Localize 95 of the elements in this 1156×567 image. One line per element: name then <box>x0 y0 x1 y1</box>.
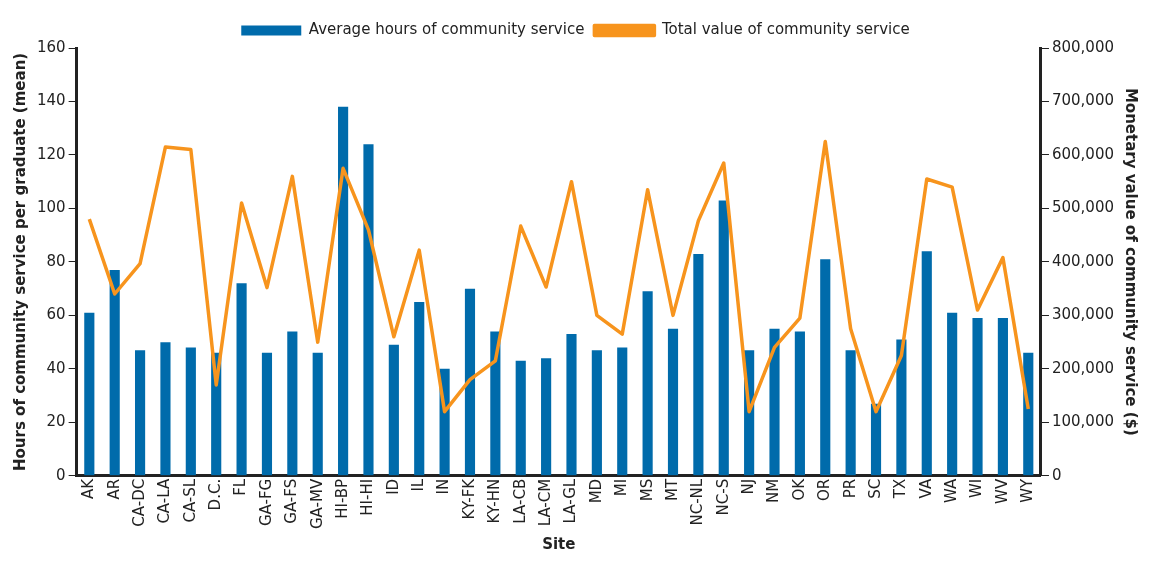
x-tick-label: AK <box>79 477 98 499</box>
legend-label: Total value of community service <box>660 20 910 39</box>
bar <box>896 339 907 476</box>
x-tick-label: PR <box>840 478 859 499</box>
bar <box>236 283 247 476</box>
x-tick-label: VA <box>916 478 935 499</box>
bar <box>845 350 856 476</box>
bar <box>312 352 323 476</box>
bar <box>160 342 171 476</box>
x-tick-label: CA-DC <box>129 478 148 527</box>
bar <box>718 200 729 476</box>
legend-label: Average hours of community service <box>308 20 585 39</box>
x-tick-label: LA-CB <box>510 478 529 524</box>
y2-tick-label: 700,000 <box>1051 91 1114 110</box>
x-tick-label: KY-HN <box>485 478 504 524</box>
bar <box>84 312 95 476</box>
y-tick-label: 80 <box>46 251 66 270</box>
y-tick-label: 0 <box>56 465 66 484</box>
x-tick-label: CA-LA <box>155 478 174 524</box>
x-tick-label: NM <box>764 478 783 503</box>
bar <box>820 259 831 476</box>
x-tick-label: WV <box>992 478 1011 504</box>
x-tick-label: GA-MV <box>307 478 326 529</box>
x-tick-label: IL <box>409 478 428 492</box>
x-tick-label: MS <box>637 478 656 502</box>
x-tick-label: GA-FS <box>282 478 301 524</box>
bar <box>997 318 1008 476</box>
y2-tick-label: 300,000 <box>1051 305 1114 324</box>
x-tick-label: WA <box>942 478 961 504</box>
bar <box>363 144 374 476</box>
x-tick-label: KY-FK <box>459 477 478 520</box>
y2-tick-label: 200,000 <box>1051 358 1114 377</box>
x-tick-label: CA-SL <box>180 478 199 523</box>
x-tick-label: OR <box>815 478 834 502</box>
x-axis-title: Site <box>542 534 576 553</box>
y-tick-label: 160 <box>36 37 66 56</box>
y-tick-label: 20 <box>46 412 66 431</box>
x-tick-label: OK <box>789 477 808 501</box>
x-tick-label: MD <box>586 478 605 504</box>
x-tick-label: WY <box>1018 478 1037 503</box>
y2-axis-title: Monetary value of community service ($) <box>1122 87 1141 436</box>
x-tick-label: NC-S <box>713 478 732 516</box>
y-axis-title: Hours of community service per graduate (mean) <box>10 52 29 472</box>
x-tick-label: NJ <box>739 478 758 495</box>
y-tick-label: 120 <box>36 144 66 163</box>
bar <box>566 334 577 476</box>
bar <box>794 331 805 476</box>
bar <box>185 347 196 476</box>
bar <box>642 291 653 476</box>
x-tick-label: WI <box>967 478 986 499</box>
bar <box>769 328 780 476</box>
y2-tick-label: 600,000 <box>1051 144 1114 163</box>
bar <box>338 106 349 476</box>
bar <box>135 350 146 476</box>
bar <box>591 350 602 476</box>
x-tick-label: AR <box>104 478 123 500</box>
bar <box>617 347 628 476</box>
x-tick-label: TX <box>891 478 910 500</box>
x-tick-label: MI <box>612 478 631 497</box>
x-tick-label: LA-GL <box>561 478 580 524</box>
bar <box>693 253 704 476</box>
y-tick-label: 40 <box>46 358 66 377</box>
x-tick-label: IN <box>434 478 453 495</box>
bar <box>287 331 298 476</box>
bar <box>464 288 476 476</box>
bar <box>515 360 526 476</box>
bar <box>261 352 273 476</box>
y-tick-label: 140 <box>36 91 66 110</box>
bar <box>109 269 120 476</box>
bar <box>667 328 679 476</box>
bar <box>490 331 501 476</box>
y-tick-label: 100 <box>36 198 66 217</box>
x-tick-label: SC <box>865 478 884 499</box>
x-tick-label: HI-BP <box>332 478 351 519</box>
x-tick-label: ID <box>383 478 402 495</box>
y-tick-label: 60 <box>46 305 66 324</box>
bar <box>870 403 882 476</box>
x-tick-label: D.C. <box>206 478 225 511</box>
bar <box>388 344 399 476</box>
y2-tick-label: 800,000 <box>1051 37 1114 56</box>
y2-tick-label: 500,000 <box>1051 198 1114 217</box>
x-tick-label: MT <box>662 478 681 501</box>
bar <box>947 312 958 476</box>
bar <box>414 302 425 476</box>
y2-tick-label: 400,000 <box>1051 251 1114 270</box>
x-tick-label: FL <box>231 478 250 496</box>
bar <box>921 251 932 476</box>
x-tick-label: NC-NL <box>688 478 707 526</box>
x-tick-label: HI-HI <box>358 478 377 516</box>
x-tick-label: GA-FG <box>256 478 275 527</box>
bar <box>972 318 983 476</box>
y2-tick-label: 0 <box>1051 465 1062 484</box>
x-tick-label: LA-CM <box>536 478 554 527</box>
y2-tick-label: 100,000 <box>1051 412 1114 431</box>
bar <box>541 358 552 476</box>
